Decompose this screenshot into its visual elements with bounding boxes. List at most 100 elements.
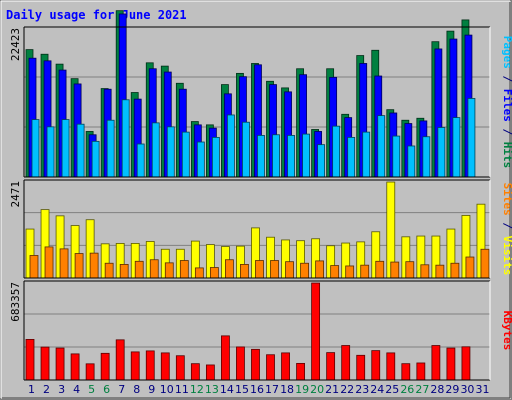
x-tick-label-15: 15: [235, 383, 249, 396]
x-tick-label-26: 26: [400, 383, 414, 396]
bar-pages-day-30: [467, 98, 476, 178]
bar-sites-day-10: [164, 262, 174, 279]
bar-sites-day-13: [209, 267, 219, 279]
bar-sites-day-24: [375, 260, 385, 279]
x-tick-label-30: 30: [460, 383, 474, 396]
bar-sites-day-29: [450, 262, 460, 279]
bar-pages-day-14: [227, 114, 235, 178]
x-tick-label-19: 19: [295, 383, 309, 396]
bar-pages-day-12: [196, 141, 205, 178]
bar-sites-day-9: [149, 259, 159, 279]
bar-kbytes-day-5: [85, 363, 95, 381]
bar-kbytes-day-15: [236, 346, 245, 381]
bar-kbytes-day-13: [205, 364, 215, 381]
x-tick-label-14: 14: [220, 383, 234, 396]
bar-pages-day-9: [151, 122, 160, 178]
bar-pages-day-13: [211, 136, 220, 178]
x-tick-label-3: 3: [58, 383, 65, 396]
bar-pages-day-26: [407, 145, 416, 178]
legend-label-kbytes: KBytes: [501, 311, 512, 351]
bar-sites-day-18: [285, 261, 294, 279]
x-tick-label-1: 1: [28, 383, 35, 396]
bar-sites-day-25: [390, 261, 400, 279]
x-tick-label-7: 7: [118, 383, 125, 396]
bar-kbytes-day-22: [341, 345, 351, 381]
bar-sites-day-14: [225, 259, 234, 279]
y-max-label-kbytes: 683357: [9, 282, 22, 322]
bar-kbytes-day-10: [160, 352, 170, 381]
bar-kbytes-day-9: [145, 350, 155, 381]
bar-sites-day-19: [300, 262, 309, 279]
legend-part-0: Pages: [501, 36, 512, 69]
bar-pages-day-1: [31, 119, 40, 178]
x-tick-label-18: 18: [280, 383, 294, 396]
x-tick-label-4: 4: [73, 383, 80, 396]
bar-sites-day-7: [119, 264, 129, 279]
legend-part-2: Files: [501, 89, 512, 122]
bar-sites-day-2: [44, 246, 54, 279]
bar-pages-day-25: [392, 135, 401, 178]
bar-sites-day-6: [104, 262, 114, 279]
bar-kbytes-day-25: [386, 352, 396, 381]
bar-kbytes-day-11: [175, 355, 185, 381]
x-tick-label-9: 9: [148, 383, 155, 396]
bar-sites-day-17: [270, 260, 279, 279]
bar-kbytes-day-1: [25, 339, 35, 381]
bar-pages-day-24: [377, 115, 386, 178]
bar-pages-day-28: [437, 127, 446, 178]
bar-pages-day-27: [422, 136, 431, 178]
bar-kbytes-day-23: [356, 354, 366, 381]
legend-part-0: KBytes: [501, 311, 512, 351]
legend-label-visits-sites: Sites / Visits: [501, 183, 512, 276]
x-tick-label-13: 13: [205, 383, 219, 396]
bar-kbytes-day-20: [311, 282, 321, 381]
bar-pages-day-6: [106, 119, 115, 178]
bar-sites-day-23: [360, 264, 370, 279]
bar-pages-day-21: [332, 125, 341, 178]
panel-kbytes: 683357 KBytes: [9, 280, 512, 381]
bar-sites-day-15: [240, 264, 249, 279]
legend-part-0: Sites: [501, 183, 512, 216]
bar-sites-day-26: [405, 261, 415, 279]
bar-pages-day-22: [347, 136, 356, 178]
x-tick-label-22: 22: [340, 383, 354, 396]
bar-sites-day-1: [29, 255, 39, 279]
x-tick-label-27: 27: [415, 383, 429, 396]
bar-pages-day-19: [302, 133, 310, 178]
bar-kbytes-day-17: [266, 354, 275, 381]
legend-part-1: /: [501, 216, 512, 236]
x-tick-label-17: 17: [265, 383, 279, 396]
legend-part-3: /: [501, 122, 512, 142]
bar-pages-day-5: [91, 140, 100, 178]
bar-pages-day-7: [121, 99, 130, 178]
bar-kbytes-day-30: [461, 346, 471, 381]
bar-sites-day-4: [74, 253, 84, 279]
bar-pages-day-16: [257, 135, 265, 178]
bar-sites-day-3: [59, 248, 69, 279]
bar-sites-day-21: [330, 265, 340, 279]
bar-pages-day-17: [272, 134, 280, 178]
x-tick-label-24: 24: [370, 383, 384, 396]
bar-sites-day-8: [134, 260, 144, 279]
bar-pages-day-4: [76, 123, 85, 178]
bar-pages-day-15: [242, 121, 250, 178]
bar-kbytes-day-3: [55, 347, 65, 381]
bar-sites-day-5: [89, 252, 99, 279]
bar-pages-day-20: [317, 144, 326, 178]
bar-sites-day-12: [194, 267, 204, 279]
legend-part-4: Hits: [501, 142, 512, 169]
panel-hits-files-pages: 22423 Pages / Files / Hits: [9, 10, 512, 178]
bar-pages-day-23: [362, 131, 371, 178]
bar-pages-day-29: [452, 117, 461, 178]
bar-kbytes-day-21: [326, 352, 336, 381]
x-tick-label-31: 31: [475, 383, 489, 396]
bar-kbytes-day-8: [130, 351, 140, 381]
x-tick-label-20: 20: [310, 383, 324, 396]
y-max-label-visits-sites: 2471: [9, 181, 22, 208]
x-tick-label-6: 6: [103, 383, 110, 396]
bar-kbytes-day-4: [70, 353, 80, 381]
x-tick-label-2: 2: [43, 383, 50, 396]
x-tick-label-12: 12: [190, 383, 204, 396]
bar-sites-day-31: [480, 248, 490, 279]
